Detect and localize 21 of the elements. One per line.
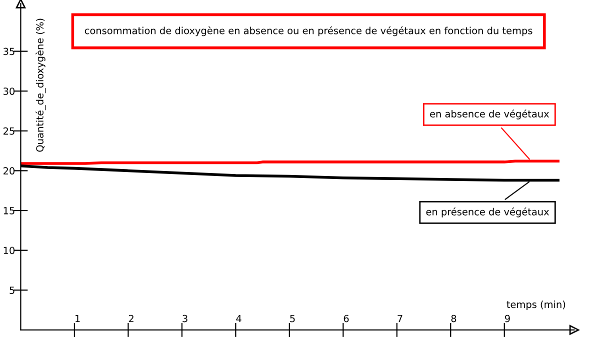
x-tick-label: 8 bbox=[451, 314, 456, 322]
y-tick-label: 10 bbox=[4, 246, 15, 254]
y-tick-label: 25 bbox=[4, 127, 14, 135]
x-axis-title: temps (min) bbox=[506, 300, 566, 310]
x-tick-label: 7 bbox=[398, 314, 402, 322]
y-tick-label: 15 bbox=[4, 207, 14, 214]
y-tick-label: 5 bbox=[10, 286, 14, 294]
x-tick-label: 6 bbox=[344, 314, 349, 322]
y-tick-label: 35 bbox=[4, 48, 14, 56]
legend-label: en présence de végétaux bbox=[426, 208, 550, 218]
x-tick-label: 4 bbox=[236, 314, 242, 322]
x-tick-label: 2 bbox=[128, 314, 134, 322]
y-tick-label: 30 bbox=[4, 88, 15, 95]
text: consommation de dioxygène en absence ou en présence de végétaux en fonction du temps bbox=[84, 26, 532, 36]
x-tick-label: 5 bbox=[290, 314, 295, 322]
y-axis-title: Quantité_de_dioxygène (%) bbox=[36, 18, 46, 152]
text: en absence de végétaux bbox=[430, 110, 550, 120]
x-tick-label: 3 bbox=[182, 314, 188, 322]
x-tick-label: 9 bbox=[504, 314, 510, 322]
y-tick-label: 20 bbox=[4, 167, 15, 175]
x-tick-label: 1 bbox=[76, 314, 80, 322]
